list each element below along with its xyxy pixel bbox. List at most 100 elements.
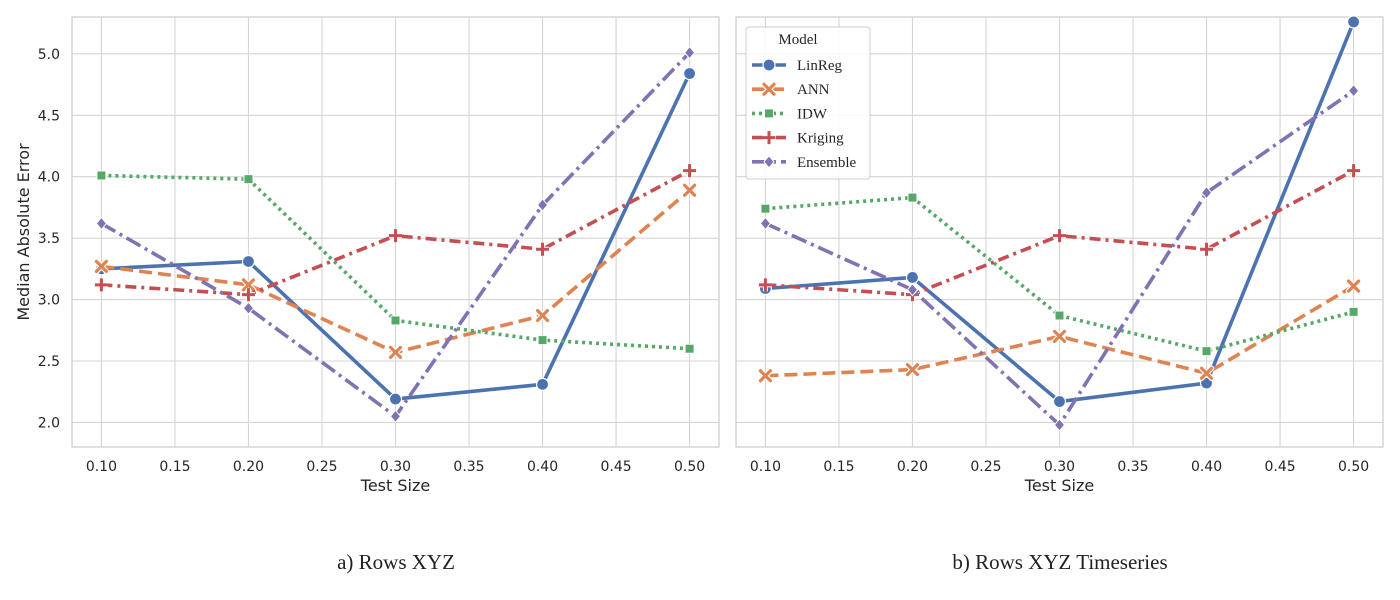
x-tick-label: 0.40 bbox=[527, 459, 558, 475]
data-point-idw bbox=[96, 170, 107, 181]
data-point-ensemble bbox=[242, 301, 255, 315]
data-point-ann bbox=[534, 307, 551, 324]
y-tick-label: 2.0 bbox=[38, 415, 60, 431]
x-tick-label: 0.35 bbox=[453, 459, 484, 475]
y-tick-label: 2.5 bbox=[38, 354, 60, 370]
data-point-linreg bbox=[682, 66, 697, 81]
series-ensemble bbox=[95, 45, 696, 424]
x-tick-label: 0.15 bbox=[823, 459, 854, 475]
data-point-kriging bbox=[758, 278, 772, 292]
series-ann bbox=[757, 278, 1362, 384]
data-point-ensemble bbox=[906, 282, 919, 297]
series-ann bbox=[93, 182, 698, 361]
data-point-ann bbox=[1345, 278, 1362, 294]
x-tick-label: 0.10 bbox=[86, 459, 117, 475]
legend-entry-ann: ANN bbox=[752, 81, 830, 98]
data-point-kriging bbox=[1053, 229, 1066, 243]
data-point-ensemble bbox=[1053, 418, 1066, 432]
series-line-idw bbox=[765, 195, 1355, 353]
data-point-idw bbox=[907, 192, 918, 203]
data-point-linreg bbox=[1052, 394, 1067, 409]
data-point-kriging bbox=[94, 278, 108, 292]
series-idw bbox=[760, 192, 1359, 357]
caption-panel-b: b) Rows XYZ Timeseries bbox=[952, 550, 1167, 574]
plot-frame bbox=[735, 16, 1384, 448]
data-point-ann bbox=[93, 258, 110, 275]
x-tick-label: 0.45 bbox=[600, 459, 631, 475]
x-axis-label: Test Size bbox=[1024, 476, 1094, 495]
data-point-ensemble bbox=[759, 216, 772, 231]
legend-label: LinReg bbox=[797, 58, 842, 74]
x-tick-label: 0.20 bbox=[233, 459, 264, 475]
data-point-linreg bbox=[1346, 15, 1361, 29]
legend-entry-ensemble: Ensemble bbox=[752, 155, 856, 171]
data-point-linreg bbox=[905, 270, 920, 285]
legend-swatch-marker bbox=[764, 108, 774, 119]
data-point-kriging bbox=[1200, 242, 1214, 256]
x-tick-label: 0.20 bbox=[897, 459, 928, 475]
data-point-kriging bbox=[1347, 164, 1361, 178]
data-point-linreg bbox=[241, 254, 256, 269]
y-axis-label: Median Absolute Error bbox=[14, 143, 33, 321]
legend-swatch-marker bbox=[761, 81, 777, 97]
chart-panel-a: 0.10 0.15 0.20 0.25 0.30 0.35 0.40 0.45 0.50 2.0 2… bbox=[14, 16, 720, 495]
legend-entry-idw: IDW bbox=[752, 106, 828, 122]
data-point-idw bbox=[1201, 346, 1212, 357]
caption-panel-a: a) Rows XYZ bbox=[337, 550, 455, 574]
data-point-ensemble bbox=[1347, 83, 1360, 98]
data-point-ensemble bbox=[1200, 185, 1213, 200]
data-point-ann bbox=[240, 277, 257, 293]
data-point-ann bbox=[681, 182, 698, 198]
x-tick-label: 0.50 bbox=[674, 459, 705, 475]
legend-label: Ensemble bbox=[797, 155, 856, 171]
data-point-ensemble bbox=[95, 216, 108, 231]
legend-label: Kriging bbox=[797, 131, 844, 147]
legend-label: ANN bbox=[797, 82, 830, 98]
x-tick-label: 0.25 bbox=[970, 459, 1001, 475]
data-point-idw bbox=[760, 203, 771, 214]
y-tick-label: 5.0 bbox=[38, 47, 60, 63]
data-point-kriging bbox=[683, 164, 697, 178]
series-linreg bbox=[94, 66, 697, 406]
series-idw bbox=[96, 170, 695, 354]
series-kriging bbox=[94, 164, 697, 302]
data-point-ensemble bbox=[683, 45, 696, 60]
chart-panel-b: 0.10 0.15 0.20 0.25 0.30 0.35 0.40 0.45 0.50 Test… bbox=[735, 15, 1384, 495]
data-point-idw bbox=[390, 315, 401, 326]
data-point-ensemble bbox=[389, 409, 402, 424]
data-point-ann bbox=[1051, 328, 1068, 345]
data-point-kriging bbox=[241, 288, 255, 302]
legend-swatch-marker bbox=[762, 131, 776, 145]
x-tick-label: 0.25 bbox=[306, 459, 337, 475]
legend-entry-linreg: LinReg bbox=[752, 58, 842, 74]
x-tick-label: 0.10 bbox=[750, 459, 781, 475]
x-tick-label: 0.35 bbox=[1117, 459, 1148, 475]
plot-frame bbox=[71, 16, 720, 448]
data-point-idw bbox=[684, 343, 695, 354]
data-point-idw bbox=[1054, 310, 1065, 321]
data-point-ann bbox=[757, 367, 774, 384]
x-tick-label: 0.40 bbox=[1191, 459, 1222, 475]
y-tick-label: 4.5 bbox=[38, 108, 60, 124]
data-point-kriging bbox=[536, 242, 550, 256]
data-point-linreg bbox=[388, 392, 403, 406]
x-tick-label: 0.45 bbox=[1264, 459, 1295, 475]
data-point-idw bbox=[1348, 306, 1359, 317]
x-tick-label: 0.15 bbox=[159, 459, 190, 475]
data-point-ann bbox=[1198, 365, 1215, 382]
x-tick-label: 0.30 bbox=[380, 459, 411, 475]
y-tick-label: 3.5 bbox=[38, 231, 60, 247]
data-point-linreg bbox=[535, 377, 550, 391]
data-point-ann bbox=[387, 344, 404, 361]
data-point-kriging bbox=[389, 229, 402, 243]
data-point-idw bbox=[243, 174, 254, 185]
data-point-ensemble bbox=[536, 198, 549, 212]
legend-label: IDW bbox=[797, 106, 828, 122]
data-point-idw bbox=[537, 335, 548, 346]
legend-entry-kriging: Kriging bbox=[752, 131, 844, 147]
x-axis-label: Test Size bbox=[360, 476, 430, 495]
data-point-ann bbox=[904, 361, 921, 378]
y-tick-label: 3.0 bbox=[38, 293, 60, 309]
x-tick-label: 0.50 bbox=[1338, 459, 1369, 475]
